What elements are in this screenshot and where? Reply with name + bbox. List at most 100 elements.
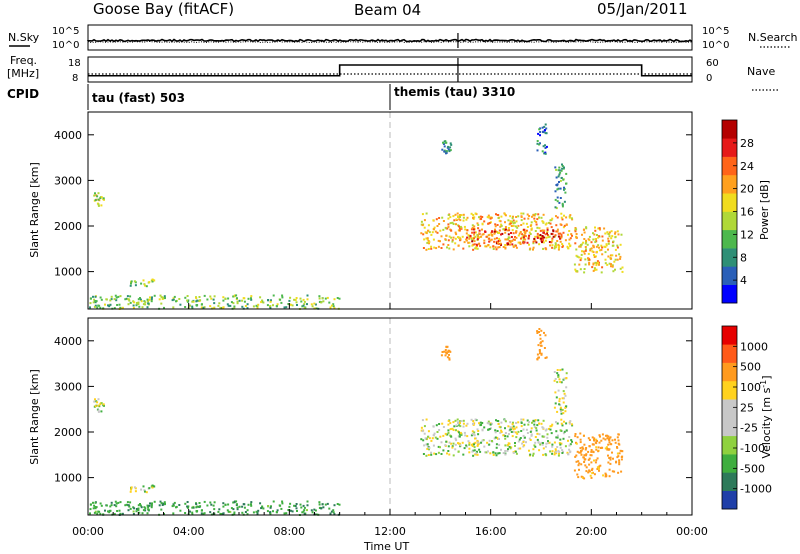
heatmap-region-5: [573, 432, 624, 480]
heatmap-cell: [295, 301, 298, 304]
heatmap-cell: [266, 304, 269, 307]
heatmap-cell: [493, 231, 496, 234]
heatmap-cell: [140, 506, 143, 509]
heatmap-cell: [230, 507, 233, 510]
heatmap-cell: [529, 224, 532, 227]
heatmap-cell: [542, 239, 545, 241]
heatmap-cell: [617, 471, 620, 474]
heatmap-cell: [554, 243, 557, 246]
heatmap-cell: [447, 429, 450, 432]
heatmap-cell: [558, 181, 560, 183]
heatmap-cell: [489, 427, 492, 430]
heatmap-cell: [478, 448, 481, 451]
heatmap-cell: [555, 245, 558, 248]
heatmap-cell: [468, 245, 471, 248]
heatmap-cell: [109, 299, 112, 302]
heatmap-cell: [427, 430, 430, 433]
heatmap-cell: [559, 223, 562, 226]
heatmap-cell: [558, 201, 561, 204]
heatmap-cell: [481, 233, 484, 236]
heatmap-cell: [542, 213, 545, 216]
heatmap-cell: [137, 504, 140, 507]
heatmap-cell: [477, 224, 480, 226]
heatmap-cell: [583, 461, 586, 463]
heatmap-cell: [560, 381, 563, 384]
heatmap-cell: [507, 448, 509, 451]
heatmap-cell: [256, 307, 259, 310]
heatmap-cell: [423, 432, 426, 435]
velocity-colorbar-tick-label: 25: [740, 401, 754, 414]
heatmap-cell: [250, 297, 252, 300]
heatmap-cell: [559, 438, 562, 441]
heatmap-cell: [473, 449, 476, 452]
heatmap-cell: [515, 246, 518, 249]
heatmap-cell: [96, 512, 99, 515]
heatmap-cell: [613, 470, 616, 473]
heatmap-cell: [520, 425, 523, 428]
heatmap-cell: [588, 258, 591, 261]
heatmap-cell: [295, 503, 298, 505]
heatmap-cell: [620, 470, 623, 473]
heatmap-cell: [593, 473, 596, 476]
heatmap-cell: [569, 451, 572, 454]
heatmap-cell: [102, 197, 105, 200]
heatmap-cell: [462, 213, 465, 216]
heatmap-cell: [458, 433, 461, 436]
heatmap-cell: [238, 505, 241, 508]
heatmap-cell: [607, 443, 610, 446]
heatmap-cell: [529, 247, 532, 250]
heatmap-cell: [435, 247, 438, 250]
heatmap-cell: [562, 226, 565, 229]
heatmap-cell: [610, 230, 613, 233]
heatmap-cell: [473, 233, 476, 236]
heatmap-cell: [563, 187, 566, 190]
heatmap-cell: [559, 237, 561, 240]
heatmap-cell: [137, 298, 140, 301]
heatmap-cell: [554, 206, 557, 209]
heatmap-cell: [132, 307, 135, 309]
heatmap-cell: [527, 423, 530, 426]
heatmap-cell: [306, 509, 308, 512]
heatmap-cell: [585, 239, 587, 242]
heatmap-cell: [596, 440, 598, 442]
heatmap-cell: [504, 453, 507, 456]
heatmap-cell: [454, 242, 457, 245]
date-title: 05/Jan/2011: [597, 0, 688, 18]
heatmap-cell: [552, 229, 555, 232]
heatmap-cell: [473, 434, 476, 437]
heatmap-cell: [447, 145, 450, 148]
heatmap-cell: [184, 306, 187, 308]
heatmap-cell: [478, 229, 481, 232]
heatmap-cell: [500, 421, 503, 424]
heatmap-cell: [464, 434, 467, 437]
heatmap-cell: [173, 501, 176, 504]
heatmap-cell: [541, 150, 544, 153]
heatmap-cell: [591, 250, 594, 253]
heatmap-cell: [421, 430, 424, 433]
heatmap-cell: [560, 216, 563, 219]
heatmap-cell: [94, 507, 97, 510]
heatmap-cell: [545, 356, 548, 359]
heatmap-cell: [538, 350, 541, 353]
heatmap-cell: [555, 430, 558, 433]
heatmap-cell: [93, 511, 96, 514]
heatmap-cell: [488, 222, 491, 224]
heatmap-cell: [209, 305, 212, 308]
heatmap-cell: [133, 301, 136, 304]
heatmap-cell: [534, 230, 537, 232]
heatmap-cell: [544, 147, 547, 149]
heatmap-cell: [500, 215, 503, 218]
heatmap-cell: [475, 452, 478, 455]
heatmap-cell: [557, 389, 560, 392]
heatmap-cell: [466, 422, 469, 425]
heatmap-cell: [266, 510, 269, 513]
heatmap-cell: [585, 470, 588, 473]
power-colorbar-tick-label: 4: [740, 274, 747, 287]
heatmap-cell: [452, 223, 455, 225]
heatmap-cell: [606, 434, 609, 437]
heatmap-cell: [568, 444, 571, 447]
heatmap-cell: [559, 369, 562, 372]
heatmap-cell: [425, 248, 428, 251]
heatmap-cell: [442, 143, 445, 145]
heatmap-cell: [103, 404, 105, 407]
